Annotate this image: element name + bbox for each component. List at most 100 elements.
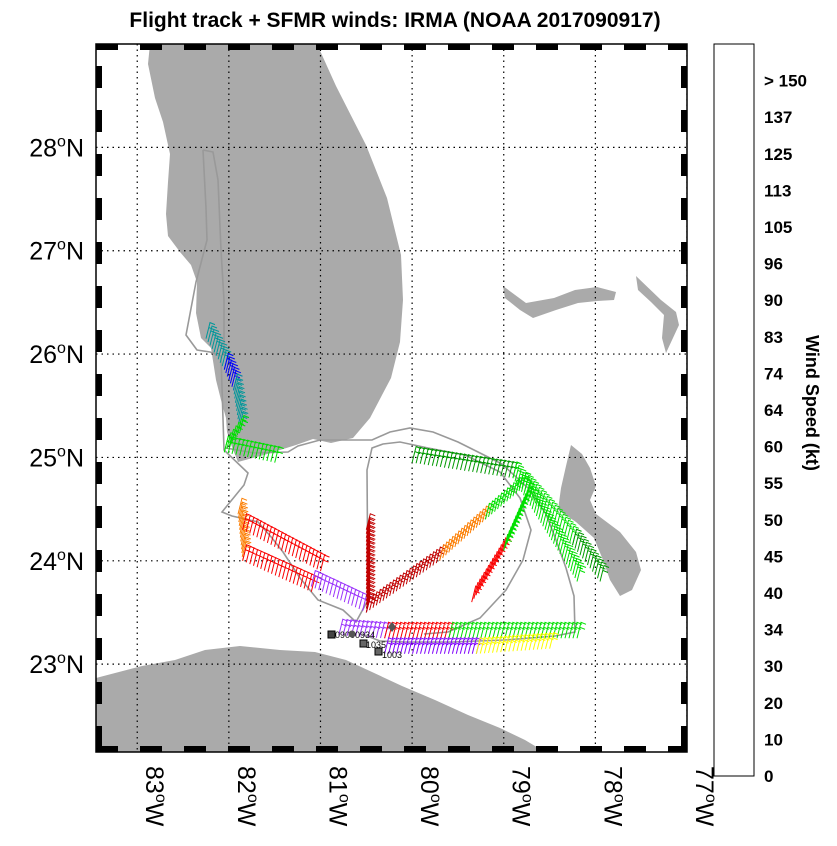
frame-tick-right [681, 110, 687, 132]
wind-barb [411, 445, 523, 479]
flight-track [185, 149, 576, 643]
wind-barb [439, 502, 495, 561]
frame-tick-top [624, 44, 646, 50]
wind-barb [572, 528, 610, 582]
frame-tick-left [96, 638, 102, 660]
frame-tick-top [360, 44, 382, 50]
colorbar-label: 137 [764, 108, 792, 127]
frame-tick-bottom [140, 746, 162, 752]
wind-barb-segment [242, 544, 321, 592]
colorbar-label: 50 [764, 511, 783, 530]
florida-landmass [148, 44, 403, 462]
frame-tick-right [681, 330, 687, 352]
colorbar-label: > 150 [764, 72, 807, 91]
colorbar-label: 125 [764, 145, 792, 164]
wind-barb [223, 435, 284, 463]
frame-tick-top [316, 44, 338, 50]
frame-tick-left [96, 242, 102, 264]
frame-tick-left [96, 594, 102, 616]
colorbar-label: 74 [764, 364, 783, 383]
frame-tick-bottom [668, 746, 687, 752]
frame-tick-right [681, 682, 687, 704]
wind-barb [237, 497, 252, 561]
y-tick-label: 28oN [29, 133, 84, 162]
wind-barb-segment [411, 445, 523, 479]
frame-tick-right [681, 594, 687, 616]
colorbar-label: 20 [764, 694, 783, 713]
colorbar-label: 10 [764, 730, 783, 749]
grand-bahama-island [503, 286, 616, 318]
frame-tick-bottom [316, 746, 338, 752]
wind-barb [242, 544, 321, 592]
x-tick-label: 81oW [324, 766, 353, 827]
frame-tick-top [404, 44, 426, 50]
wind-barb [448, 621, 587, 639]
colorbar-label: 30 [764, 657, 783, 676]
wind-barb-segment [242, 513, 330, 572]
frame-tick-left [96, 198, 102, 220]
abaco-island [636, 276, 679, 353]
map-frame-border [96, 44, 687, 752]
frame-tick-bottom [96, 746, 118, 752]
frame-tick-bottom [404, 746, 426, 752]
frame-tick-left [96, 286, 102, 308]
x-tick-label: 83oW [140, 766, 169, 827]
frame-tick-bottom [228, 746, 250, 752]
wind-barb [232, 373, 250, 432]
wind-barb-segment [223, 435, 284, 463]
frame-tick-right [681, 418, 687, 440]
x-axis-ticks: 83oW 82oW 81oW 80oW 79oW 78oW 77oW [140, 766, 719, 827]
wind-barb [521, 471, 582, 546]
y-tick-label: 26oN [29, 340, 84, 369]
frame-tick-right [681, 462, 687, 484]
wind-barb-segment [384, 637, 486, 654]
frame-tick-top [536, 44, 558, 50]
frame-tick-right [681, 550, 687, 572]
frame-tick-top [492, 44, 514, 50]
frame-tick-left [96, 418, 102, 440]
x-tick-label: 79oW [507, 766, 536, 827]
frame-tick-left [96, 66, 102, 88]
station-label: 0934 [355, 630, 375, 640]
colorbar: 0 10 20 30 34 40 45 50 55 60 64 74 83 90 96 105 113 125 13… [713, 43, 807, 786]
frame-tick-bottom [624, 746, 646, 752]
wind-barb [384, 637, 486, 654]
frame-tick-left [96, 682, 102, 704]
center-fix-marker [359, 639, 368, 648]
frame-tick-right [681, 154, 687, 176]
center-fix-markers: 0900 0934 1035 1003 [327, 622, 402, 660]
wind-barb [475, 631, 559, 654]
frame-tick-bottom [580, 746, 602, 752]
colorbar-frame [713, 43, 755, 777]
frame-tick-right [681, 726, 687, 748]
wind-barb-segment [521, 471, 582, 546]
frame-tick-bottom [272, 746, 294, 752]
station-label: 1035 [366, 640, 386, 650]
frame-tick-right [681, 638, 687, 660]
frame-tick-top [668, 44, 687, 50]
station-label: 1003 [382, 650, 402, 660]
frame-tick-left [96, 110, 102, 132]
colorbar-label: 90 [764, 291, 783, 310]
colorbar-label: 83 [764, 328, 783, 347]
frame-tick-bottom [360, 746, 382, 752]
frame-tick-left [96, 550, 102, 572]
map-area: 0900 0934 1035 1003 [96, 44, 687, 752]
frame-tick-top [228, 44, 250, 50]
frame-tick-left [96, 726, 102, 748]
wind-barb-segment [503, 482, 536, 551]
y-axis-ticks: 23oN 24oN 25oN 26oN 27oN 28oN [29, 133, 84, 679]
frame-tick-left [96, 506, 102, 528]
colorbar-label: 0 [764, 767, 773, 786]
frame-tick-bottom [448, 746, 470, 752]
colorbar-label: 64 [764, 401, 783, 420]
wind-barb-segment [439, 502, 495, 561]
center-fix-marker [374, 647, 383, 656]
frame-tick-right [681, 242, 687, 264]
wind-barb-segment [338, 618, 394, 639]
wind-barb-segment [365, 513, 376, 613]
colorbar-label: 105 [764, 218, 792, 237]
wind-barbs [205, 321, 610, 654]
frame-tick-right [681, 198, 687, 220]
